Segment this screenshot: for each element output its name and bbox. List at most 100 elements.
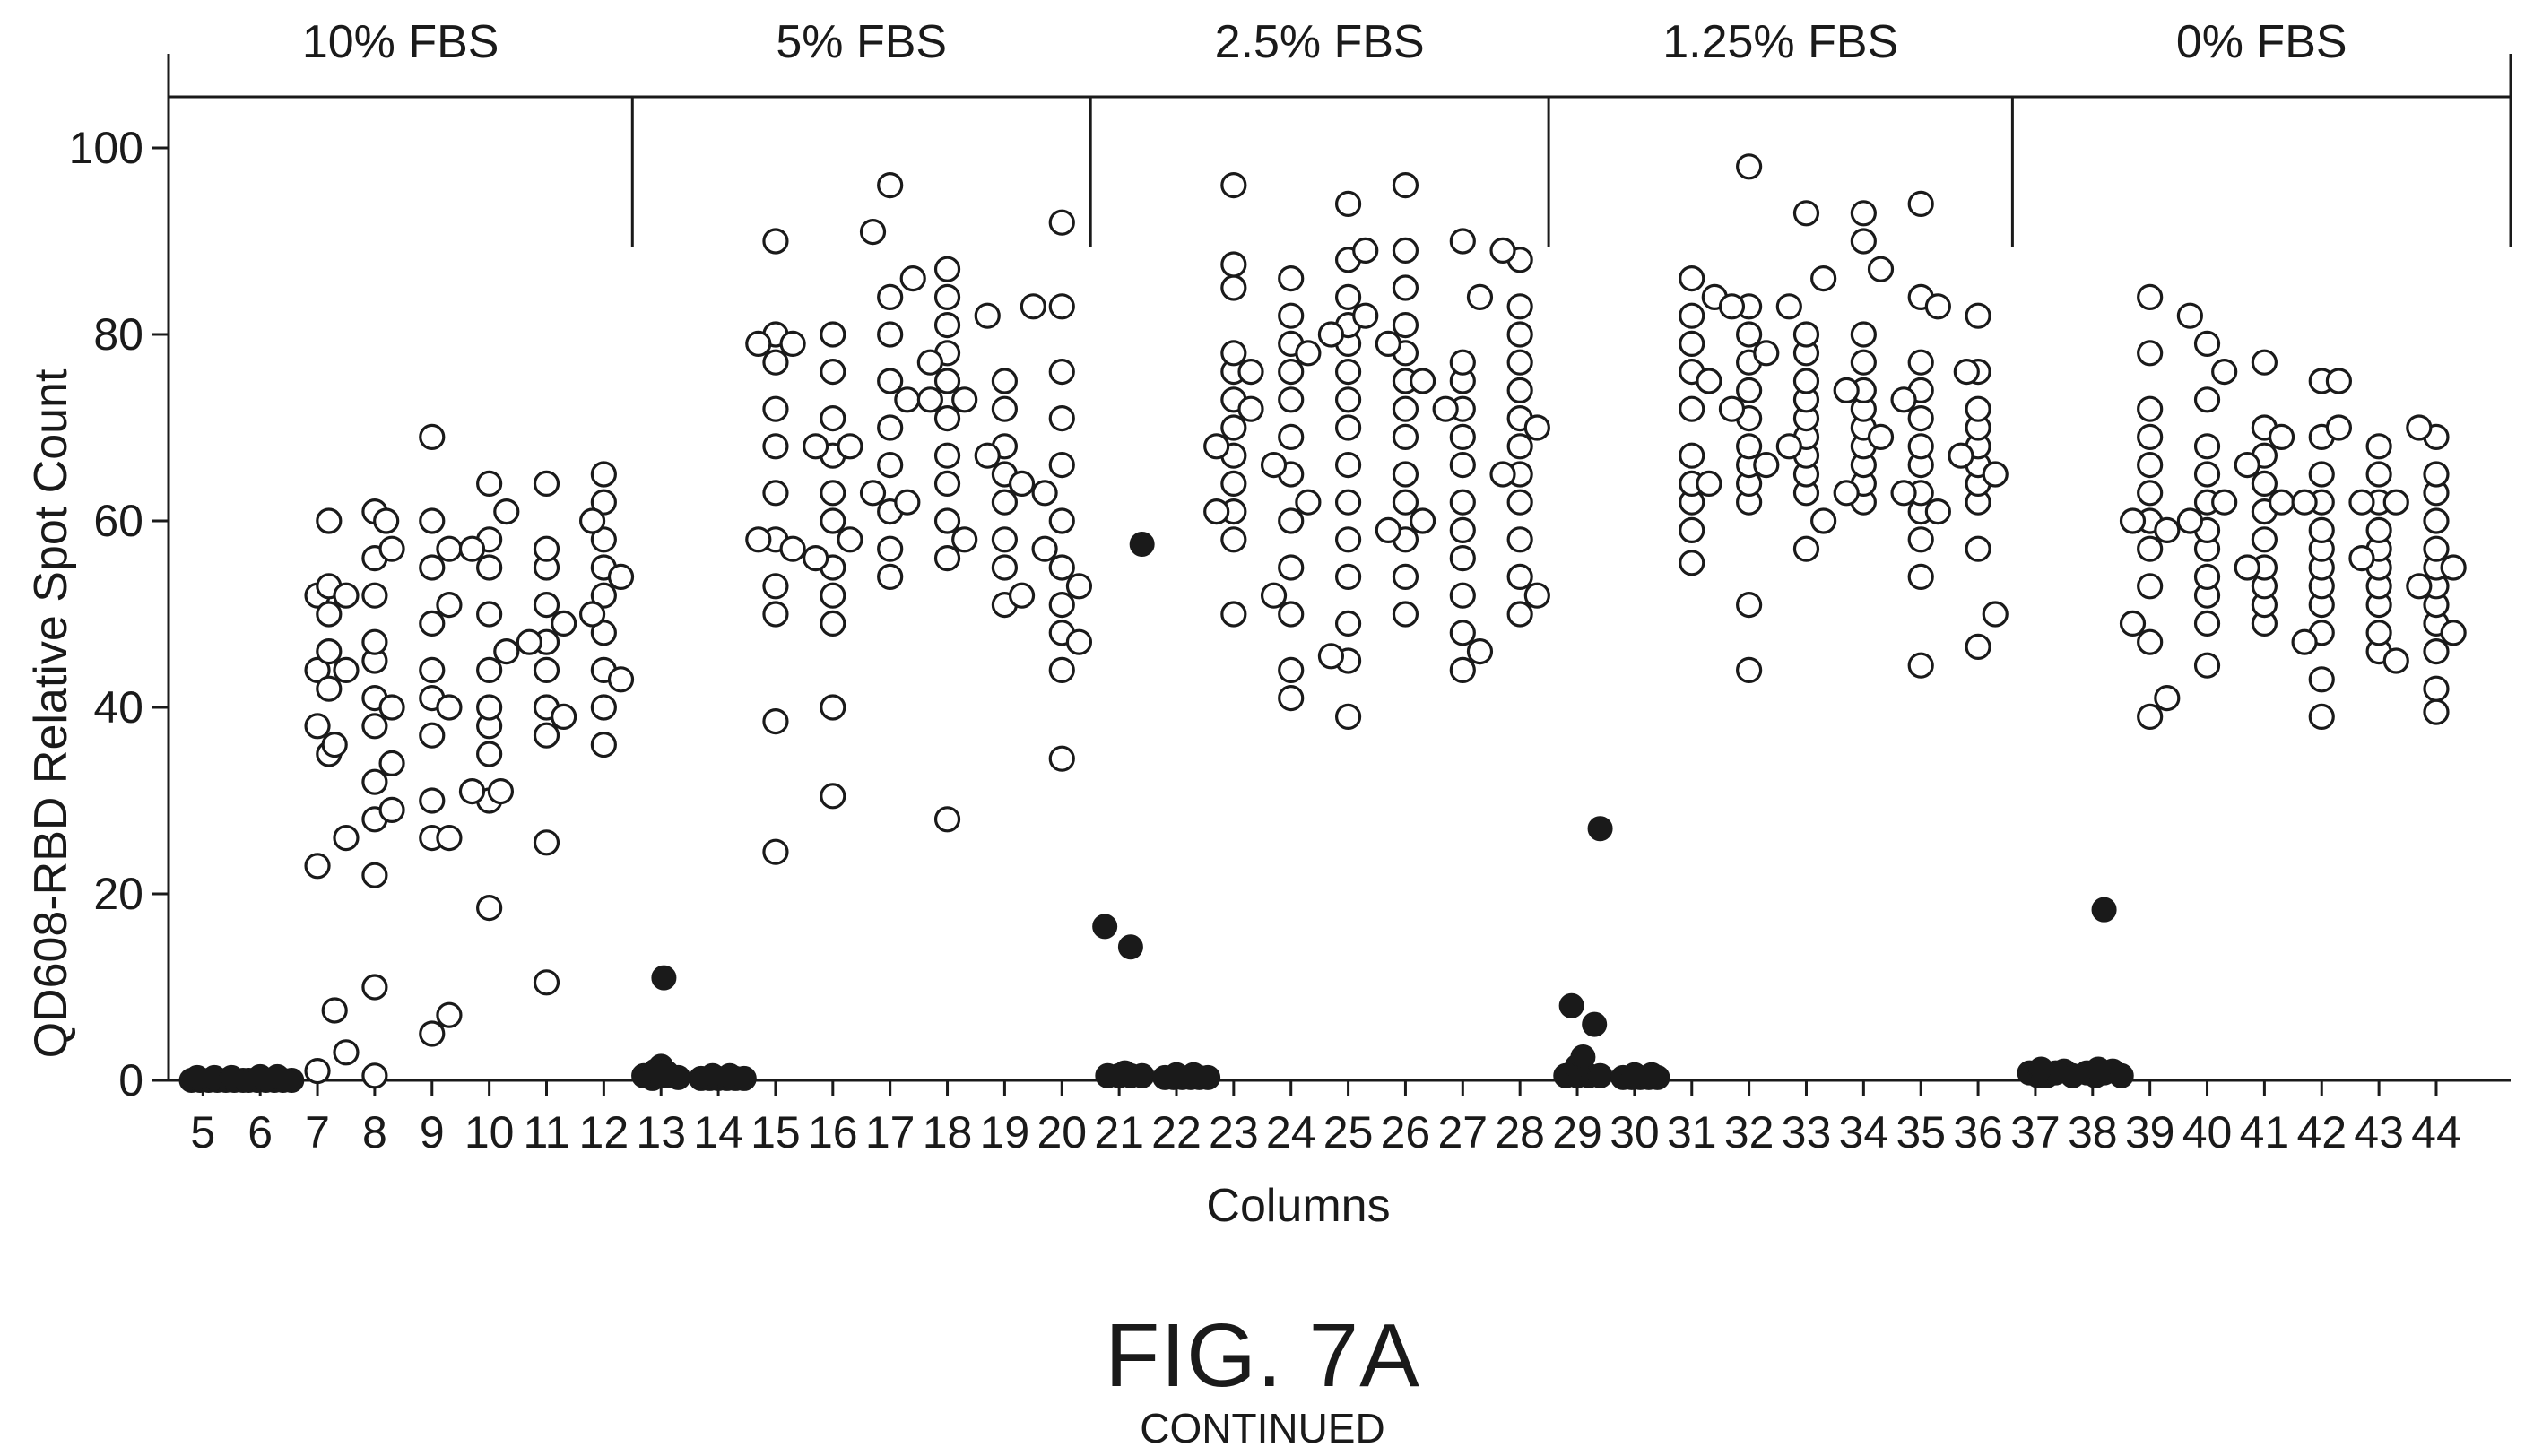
hollow-data-point [419,656,446,684]
hollow-data-point [1278,302,1305,329]
hollow-data-point [1260,451,1288,479]
hollow-data-point [533,829,560,856]
hollow-data-point [1220,470,1247,498]
hollow-data-point [1278,656,1305,684]
hollow-data-point [1679,516,1705,544]
hollow-data-point [2423,507,2450,534]
hollow-data-point [1278,507,1305,534]
y-tick-label: 60 [93,496,143,546]
hollow-data-point [1334,283,1362,310]
hollow-data-point [1392,461,1419,488]
x-tick-label: 44 [2411,1107,2461,1157]
hollow-data-point [1810,507,1837,534]
x-tick-label: 41 [2240,1107,2290,1157]
hollow-data-point [1278,554,1305,581]
hollow-data-point [877,535,904,562]
hollow-data-point [1850,349,1877,376]
hollow-data-point [1679,330,1705,357]
x-tick-label: 22 [1151,1107,1202,1157]
y-tick-label: 40 [93,682,143,732]
hollow-data-point [779,330,806,357]
hollow-data-point [2251,470,2278,498]
hollow-data-point [837,433,863,460]
hollow-data-point [1334,703,1362,731]
hollow-data-point [2193,386,2221,413]
hollow-data-point [1295,489,1322,516]
hollow-data-point [933,806,961,833]
hollow-data-point [2251,349,2278,376]
hollow-data-point [859,480,887,507]
hollow-data-point [2137,703,2164,731]
x-tick-label: 28 [1495,1107,1545,1157]
hollow-data-point [1736,377,1763,403]
hollow-data-point [516,628,542,655]
hollow-data-point [1278,601,1305,628]
filled-data-point [651,965,677,991]
x-tick-label: 18 [923,1107,973,1157]
hollow-data-point [316,675,343,702]
hollow-data-point [2251,526,2278,553]
hollow-data-point [533,722,560,749]
x-tick-label: 26 [1381,1107,1431,1157]
hollow-data-point [607,666,635,693]
hollow-data-point [2308,703,2335,731]
hollow-data-point [1965,302,1991,329]
hollow-data-point [991,368,1019,394]
hollow-data-point [1334,386,1362,413]
hollow-data-point [933,256,961,282]
hollow-data-point [476,656,503,684]
hollow-data-point [476,601,503,628]
hollow-data-point [894,386,921,413]
hollow-data-point [1506,489,1533,516]
hollow-data-point [1489,461,1516,488]
hollow-data-point [2440,620,2467,646]
hollow-data-point [1048,209,1075,236]
hollow-data-point [1334,526,1362,553]
hollow-data-point [933,544,961,572]
hollow-data-point [1065,628,1093,655]
hollow-data-point [1449,516,1476,544]
hollow-data-point [1392,423,1419,450]
hollow-data-point [820,694,846,721]
hollow-data-point [991,526,1019,553]
hollow-data-point [551,610,577,637]
x-tick-label: 25 [1323,1107,1374,1157]
hollow-data-point [916,386,943,413]
hollow-data-point [762,433,789,460]
hollow-data-point [1031,480,1058,507]
hollow-data-point [1203,433,1230,460]
hollow-data-point [951,526,978,553]
hollow-data-point [2176,507,2203,534]
x-tick-label: 7 [305,1107,330,1157]
hollow-data-point [2137,283,2164,310]
hollow-data-point [745,330,772,357]
filled-data-point [1582,1011,1608,1037]
hollow-data-point [2423,675,2450,702]
hollow-data-point [1031,535,1058,562]
hollow-data-point [533,656,560,684]
hollow-data-point [1736,433,1763,460]
hollow-data-point [1466,283,1494,310]
hollow-data-point [533,969,560,996]
hollow-data-point [1679,395,1705,422]
hollow-data-point [1392,563,1419,591]
x-tick-label: 14 [693,1107,743,1157]
hollow-data-point [2193,433,2221,460]
hollow-data-point [762,573,789,600]
hollow-data-point [1410,368,1436,394]
x-tick-label: 5 [190,1107,215,1157]
hollow-data-point [2211,489,2238,516]
hollow-data-point [1736,656,1763,684]
hollow-data-point [2308,516,2335,544]
condition-label: 5% FBS [776,16,947,68]
hollow-data-point [2154,684,2181,712]
hollow-data-point [1048,591,1075,619]
hollow-data-point [2423,698,2450,725]
hollow-data-point [899,265,926,292]
hollow-data-point [1850,200,1877,227]
hollow-data-point [991,395,1019,422]
hollow-data-point [1449,423,1476,450]
filled-data-point [2091,897,2117,923]
hollow-data-point [1965,633,1991,661]
hollow-data-point [762,395,789,422]
